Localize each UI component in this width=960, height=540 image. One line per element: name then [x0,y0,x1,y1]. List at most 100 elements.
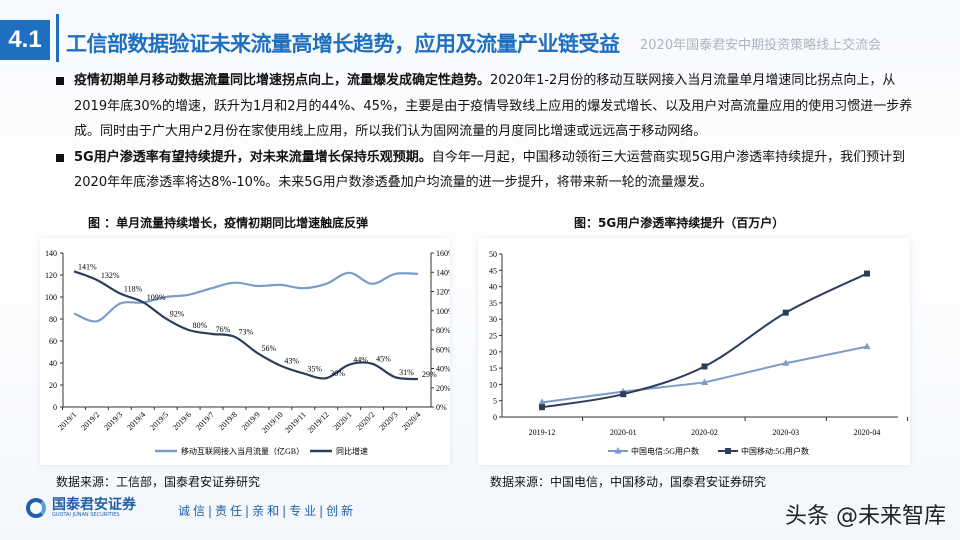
y-tick-label: 5 [493,397,497,406]
data-label: 29% [422,370,437,379]
data-point-square [620,391,627,398]
x-tick-label: 2019/7 [194,410,216,432]
data-label: 31% [399,368,414,377]
y-tick-label: 15 [489,364,497,373]
data-label: 56% [261,344,276,353]
x-tick-label: 2020-01 [610,428,637,437]
bullet-list: 疫情初期单月移动数据流量同比增速拐点向上，流量爆发成确定性趋势。2020年1-2… [56,68,916,196]
data-label: 80% [193,321,208,330]
y2-tick-label: 60% [436,345,450,354]
data-point-square [539,404,545,411]
y-tick-label: 60 [49,337,57,346]
x-tick-label: 2019-12 [529,428,556,437]
x-tick-label: 2019/12 [306,410,331,435]
right-chart-title: 图：5G用户渗透率持续提升（百万户） [574,216,785,230]
x-tick-label: 2019/1 [56,410,78,432]
x-tick-label: 2020-03 [772,428,799,437]
y-tick-label: 80 [49,315,57,324]
data-point-square [864,270,870,277]
y-tick-label: 50 [489,250,497,259]
y-tick-label: 40 [489,283,497,292]
data-label: 30% [330,369,345,378]
slide-title: 工信部数据验证未来流量高增长趋势，应用及流量产业链受益 [66,32,620,56]
x-tick-label: 2020-02 [691,428,718,437]
y2-tick-label: 140% [436,268,450,277]
data-label: 141% [78,262,97,271]
series-line-china-mobile [541,272,868,409]
series-line-growth [73,270,419,381]
data-label: 43% [284,357,299,366]
y-tick-label: 30 [489,315,497,324]
data-point-triangle [863,342,871,350]
y-tick-label: 0 [493,413,497,422]
y2-tick-label: 0% [436,403,447,412]
x-tick-label: 2019/5 [148,410,170,432]
x-tick-label: 2019/6 [171,410,193,432]
bullet-item: 疫情初期单月移动数据流量同比增速拐点向上，流量爆发成确定性趋势。2020年1-2… [56,68,916,145]
y-tick-label: 45 [489,266,497,275]
y-tick-label: 0 [53,403,57,412]
legend-label: 同比增速 [336,446,368,456]
y2-tick-label: 40% [436,365,450,374]
5g-chart-panel: 0 5 10 15 20 25 30 35 40 45 50 2019-12 2020-01 2020-0… [478,238,910,465]
event-subtitle: 2020年国泰君安中期投资策略线上交流会 [640,38,882,53]
x-tick-label: 2020-04 [854,428,881,437]
company-slogan: 诚信|责任|亲和|专业|创新 [178,504,357,518]
traffic-chart-panel: 0 20 40 60 80 100 120 140 0% 20% 40% 60% 80% 100% 120%… [40,238,455,465]
data-label: 73% [239,328,254,337]
x-tick-label: 2019/11 [283,410,308,435]
left-chart-title: 图 ：单月流量持续增长，疫情初期同比增速触底反弹 [88,216,369,230]
5g-users-chart: 0 5 10 15 20 25 30 35 40 45 50 2019-12 2020-01 2020-0… [489,250,909,456]
title-divider [56,14,59,62]
data-label: 76% [216,325,231,334]
bullet-text: 2020年1-2月份的移动互联网接入当月流量单月增速同比拐点向上，从2019年底… [74,73,913,139]
x-tick-label: 2020/4 [400,410,422,432]
data-label: 35% [307,364,322,373]
watermark: 头条 @未来智库 [785,504,946,529]
data-label: 109% [147,293,166,302]
bullet-text: 自今年一月起，中国移动领衔三大运营商实现5G用户渗透率持续提升，我们预计到202… [74,149,906,191]
legend-label: 中国移动:5G用户数 [741,446,809,456]
y-tick-label: 100 [45,293,57,302]
y-tick-label: 120 [45,271,57,280]
data-label: 132% [101,271,120,280]
y-tick-label: 20 [49,381,57,390]
data-label: 118% [124,284,143,293]
y2-tick-label: 80% [436,326,450,335]
logo-mark-icon [26,498,46,518]
right-source-note: 数据来源：中国电信，中国移动，国泰君安证券研究 [490,475,767,489]
x-tick-label: 2020/2 [354,410,376,432]
x-tick-label: 2019/4 [125,410,147,432]
x-tick-label: 2020/3 [377,410,399,432]
x-tick-label: 2019/8 [217,410,239,432]
x-tick-label: 2019/9 [240,410,262,432]
x-tick-label: 2020/1 [332,410,354,432]
data-point-square [782,309,789,316]
x-tick-label: 2019/2 [79,410,101,432]
y-tick-label: 10 [489,380,497,389]
x-tick-label: 2019/3 [102,410,124,432]
y-tick-label: 20 [489,348,497,357]
y-tick-label: 35 [489,299,497,308]
series-line-china-telecom [541,345,868,404]
data-point-triangle [782,359,790,366]
section-number: 4.1 [0,20,50,60]
traffic-chart: 0 20 40 60 80 100 120 140 0% 20% 40% 60% 80% 100% 120%… [45,249,455,456]
bullet-item: 5G用户渗透率有望持续提升，对未来流量增长保持乐观预期。自今年一月起，中国移动领… [56,145,916,196]
bullet-lead: 5G用户渗透率有望持续提升，对未来流量增长保持乐观预期。 [74,149,432,165]
y2-tick-label: 100% [436,307,450,316]
data-point-triangle [538,398,546,405]
data-point-triangle [701,378,708,385]
y2-tick-label: 20% [436,384,450,393]
data-point-square [701,363,708,370]
data-label: 44% [353,356,368,365]
y-tick-label: 40 [49,359,57,368]
legend-marker [614,447,622,454]
data-label: 45% [376,355,391,364]
left-source-note: 数据来源：工信部，国泰君安证券研究 [56,475,261,489]
series-line-traffic [73,271,419,323]
company-logo: 国泰君安证券 GUOTAI JUNAN SECURITIES [26,498,136,518]
legend-marker [725,448,731,454]
logo-english: GUOTAI JUNAN SECURITIES [52,512,120,518]
bullet-square-icon [56,153,64,162]
